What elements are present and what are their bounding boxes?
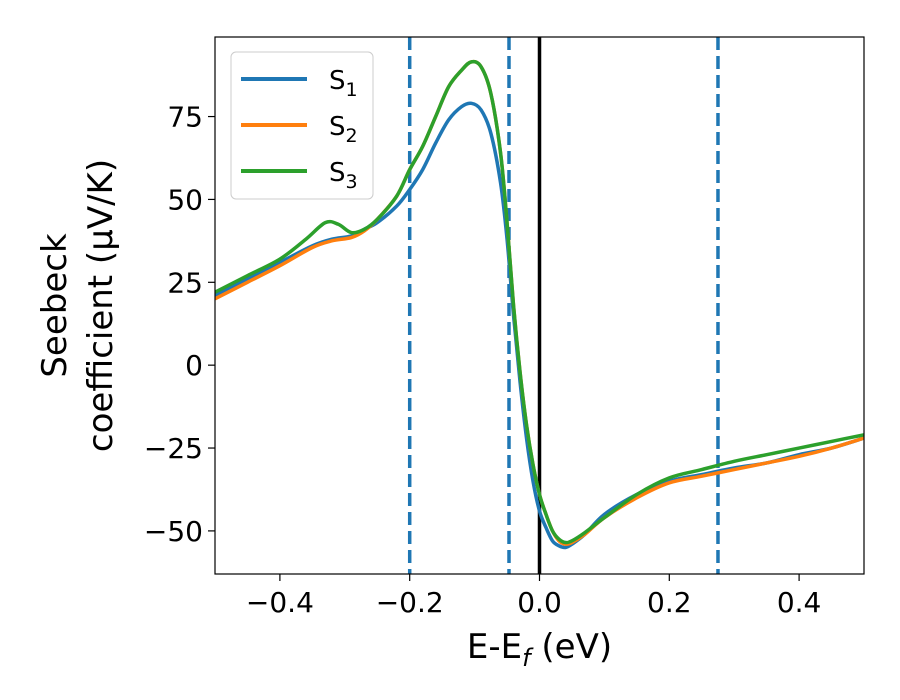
x-tick-label: 0.4 — [777, 586, 822, 619]
x-axis-title: E-Ef (eV) — [467, 627, 612, 672]
y-axis-title-line1: Seebeck — [35, 233, 75, 378]
y-tick-label: 25 — [167, 266, 203, 299]
series-line-S3 — [215, 59, 864, 545]
y-tick-label: −50 — [144, 515, 203, 548]
y-tick-label: 50 — [167, 183, 203, 216]
reference-lines — [407, 37, 720, 574]
y-axis-title-line2: coefficient (μV/K) — [81, 159, 121, 452]
series-lines — [215, 59, 864, 550]
y-tick-label: 75 — [167, 101, 203, 134]
legend-label-S2: S2 — [329, 112, 358, 147]
x-axis-title-unit: (eV) — [531, 627, 613, 667]
x-tick-label: −0.4 — [246, 586, 314, 619]
x-tick-label: 0.2 — [647, 586, 692, 619]
legend-label-S3: S3 — [329, 158, 358, 193]
y-axis: −50 −25 0 25 50 75 — [144, 101, 215, 548]
x-tick-label: −0.2 — [376, 586, 444, 619]
y-tick-label: −25 — [144, 432, 203, 465]
x-tick-label: 0.0 — [517, 586, 562, 619]
y-tick-label: 0 — [185, 349, 203, 382]
legend: S1 S2 S3 — [230, 51, 374, 200]
x-axis: −0.4 −0.2 0.0 0.2 0.4 — [246, 574, 821, 619]
legend-label-S1: S1 — [329, 66, 358, 101]
